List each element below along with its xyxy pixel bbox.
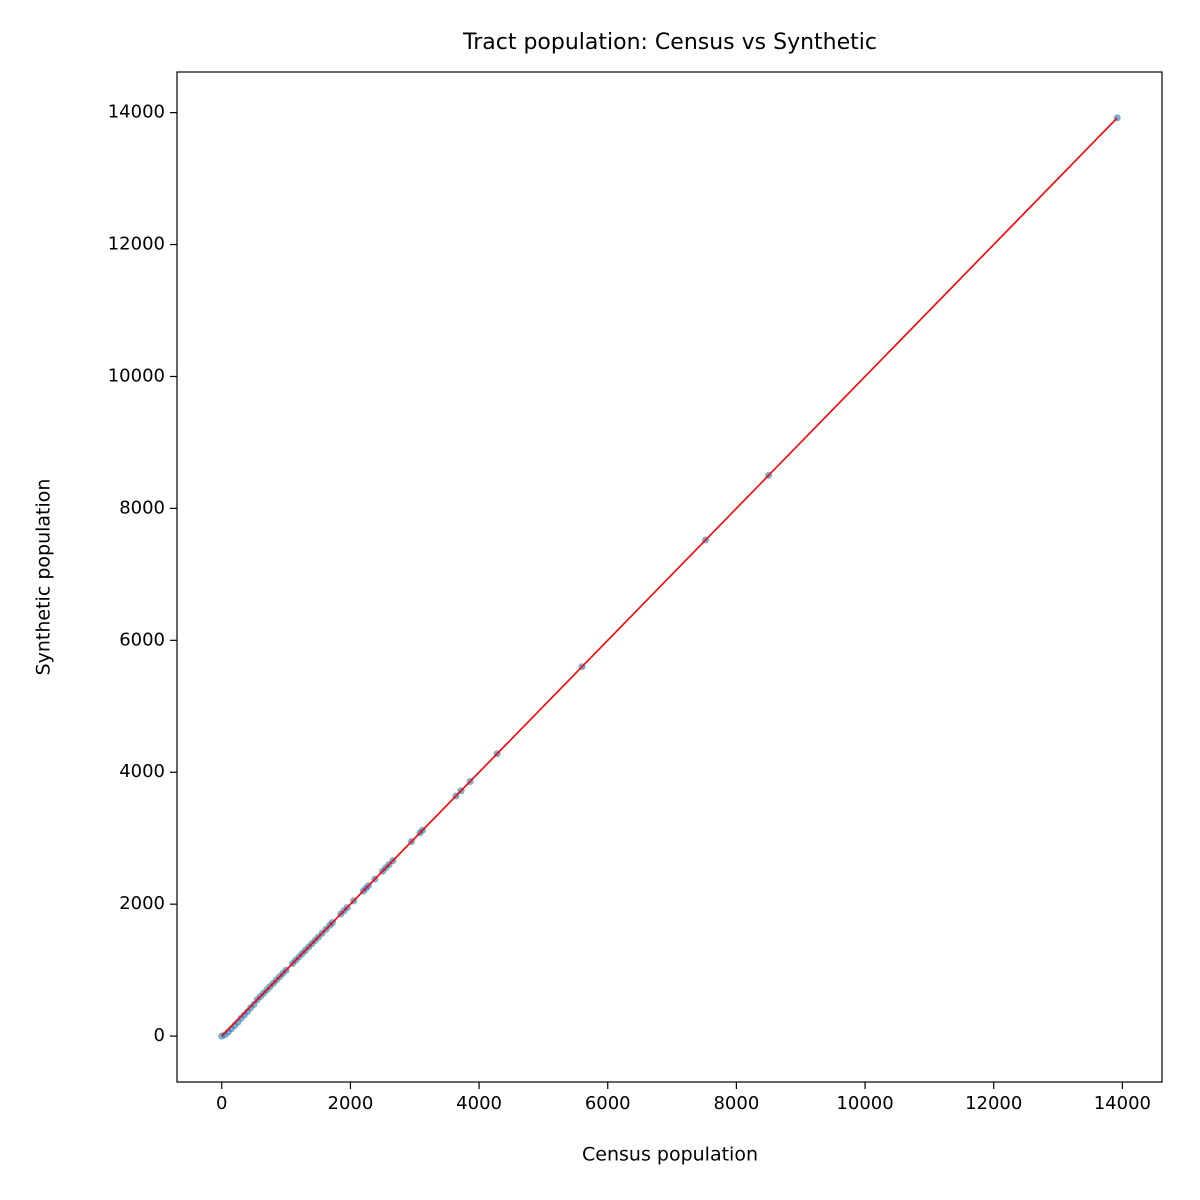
y-tick-label: 0 bbox=[154, 1025, 165, 1046]
x-tick-label: 8000 bbox=[713, 1093, 759, 1114]
x-axis-label: Census population bbox=[582, 1144, 758, 1166]
plot-frame bbox=[176, 71, 1163, 1083]
y-tick-label: 6000 bbox=[119, 629, 165, 650]
x-tick-label: 4000 bbox=[456, 1093, 502, 1114]
x-tick-label: 6000 bbox=[585, 1093, 631, 1114]
y-axis-label: Synthetic population bbox=[33, 479, 55, 676]
chart-title: Tract population: Census vs Synthetic bbox=[462, 30, 877, 55]
x-tick-label: 14000 bbox=[1094, 1093, 1151, 1114]
x-tick-label: 12000 bbox=[965, 1093, 1022, 1114]
y-tick-label: 4000 bbox=[119, 761, 165, 782]
y-tick-label: 2000 bbox=[119, 893, 165, 914]
y-tick-label: 12000 bbox=[108, 234, 165, 255]
y-tick-label: 8000 bbox=[119, 497, 165, 518]
x-tick-label: 0 bbox=[216, 1093, 227, 1114]
x-tick-label: 10000 bbox=[836, 1093, 893, 1114]
reference-line bbox=[221, 117, 1118, 1037]
x-tick-label: 2000 bbox=[328, 1093, 374, 1114]
y-tick-label: 14000 bbox=[108, 102, 165, 123]
y-tick-label: 10000 bbox=[108, 365, 165, 386]
